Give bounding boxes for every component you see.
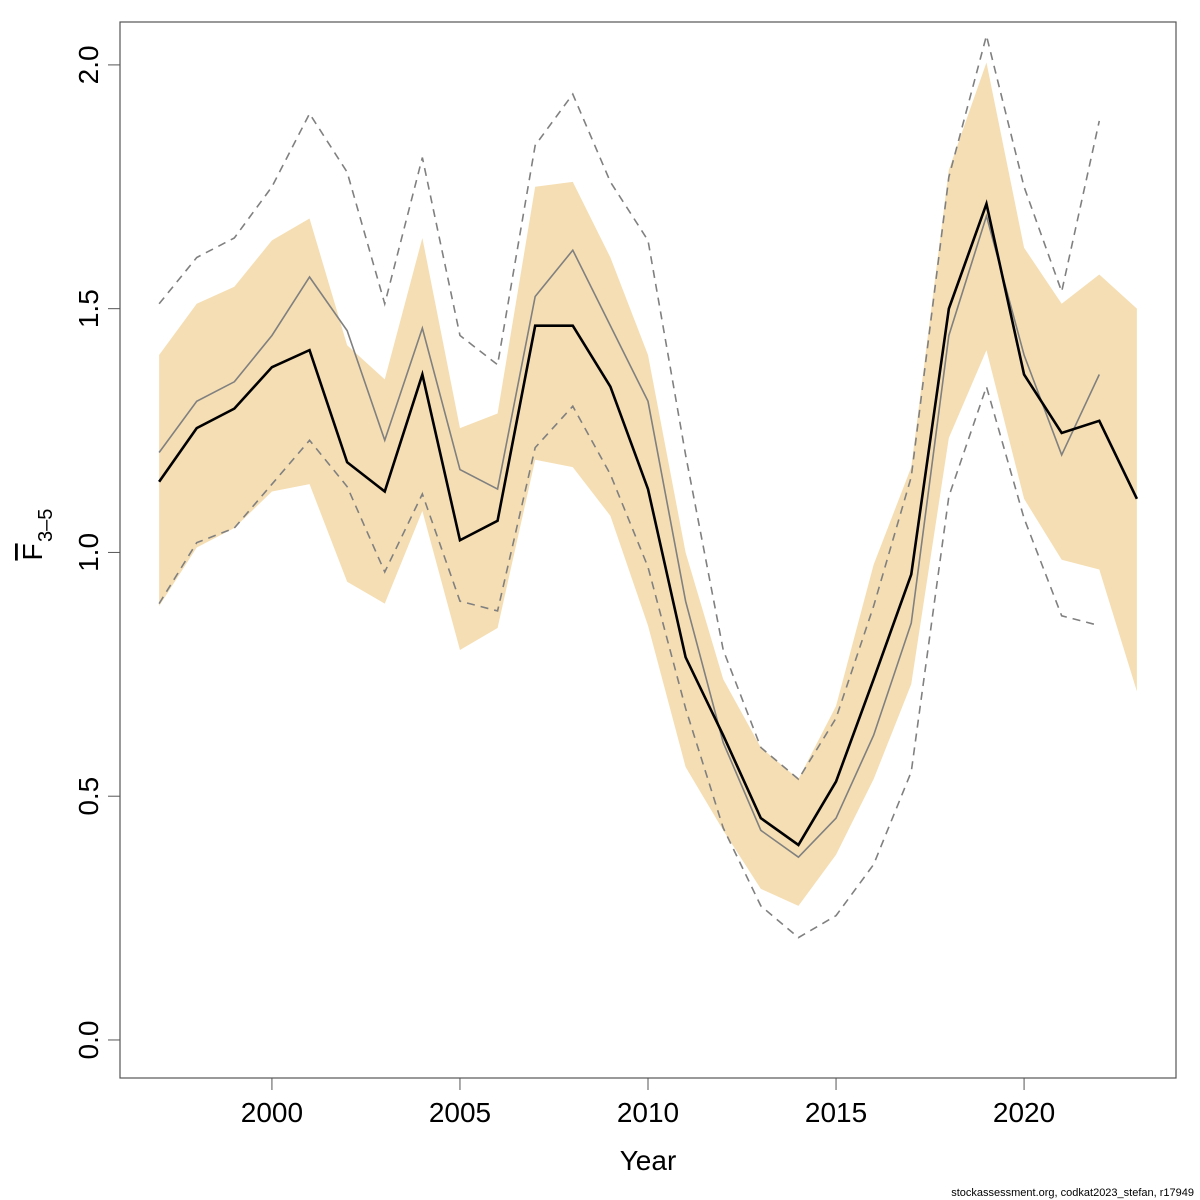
x-tick-label: 2000 <box>241 1097 303 1128</box>
x-tick-label: 2015 <box>805 1097 867 1128</box>
y-tick-label: 1.5 <box>73 289 104 328</box>
y-tick-group: 1.5 <box>73 289 104 328</box>
y-tick-group: 2.0 <box>73 45 104 84</box>
series-line <box>158 35 1101 781</box>
series-line <box>158 199 1139 847</box>
x-tick-label: 2010 <box>617 1097 679 1128</box>
series-line <box>158 384 1100 939</box>
x-axis-label: Year <box>620 1145 677 1176</box>
y-tick-group: 0.5 <box>73 777 104 816</box>
y-label-sub: 3–5 <box>35 509 57 542</box>
y-label-main: F <box>17 543 48 560</box>
x-tick-label: 2005 <box>429 1097 491 1128</box>
y-tick-label: 1.0 <box>73 533 104 572</box>
confidence-band <box>159 62 1137 906</box>
series-line <box>158 213 1101 859</box>
y-tick-label: 2.0 <box>73 45 104 84</box>
x-tick-label: 2020 <box>993 1097 1055 1128</box>
y-axis-label: F 3–5 <box>17 509 57 561</box>
y-tick-group: 1.0 <box>73 533 104 572</box>
y-tick-label: 0.0 <box>73 1021 104 1060</box>
footer: stockassessment.org, codkat2023_stefan, … <box>951 1187 1194 1199</box>
y-tick-label: 0.5 <box>73 777 104 816</box>
y-tick-group: 0.0 <box>73 1021 104 1060</box>
